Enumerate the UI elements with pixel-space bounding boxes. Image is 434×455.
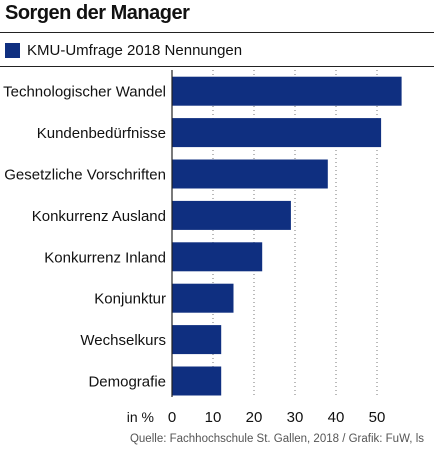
bar <box>172 76 402 106</box>
x-tick-label: 10 <box>205 409 222 426</box>
x-tick-label: 50 <box>369 409 386 426</box>
category-label: Demografie <box>88 374 166 391</box>
bar <box>172 118 382 148</box>
source-note: Quelle: Fachhochschule St. Gallen, 2018 … <box>129 433 424 445</box>
bar <box>172 325 222 355</box>
category-label: Konjunktur <box>94 291 166 308</box>
bar <box>172 366 222 396</box>
category-label: Konkurrenz Inland <box>44 249 166 266</box>
chart-title: Sorgen der Manager <box>5 2 190 24</box>
bar <box>172 159 328 189</box>
bar <box>172 242 263 272</box>
legend: KMU-Umfrage 2018 Nennungen <box>5 40 242 60</box>
x-tick-label: 20 <box>246 409 263 426</box>
category-label: Technologischer Wandel <box>3 84 166 101</box>
category-label: Kundenbedürfnisse <box>37 125 166 142</box>
category-label: Wechselkurs <box>80 332 166 349</box>
x-tick-label: 40 <box>328 409 345 426</box>
x-axis-label: in % <box>127 409 154 425</box>
x-tick-label: 30 <box>287 409 304 426</box>
title-divider <box>0 32 434 33</box>
legend-label: KMU-Umfrage 2018 Nennungen <box>27 41 243 59</box>
legend-divider <box>0 66 434 67</box>
bar <box>172 283 234 313</box>
category-label: Konkurrenz Ausland <box>32 208 166 225</box>
x-tick-label: 0 <box>168 409 176 426</box>
bar <box>172 200 291 230</box>
legend-swatch <box>5 42 20 58</box>
category-label: Gesetzliche Vorschriften <box>4 167 166 184</box>
